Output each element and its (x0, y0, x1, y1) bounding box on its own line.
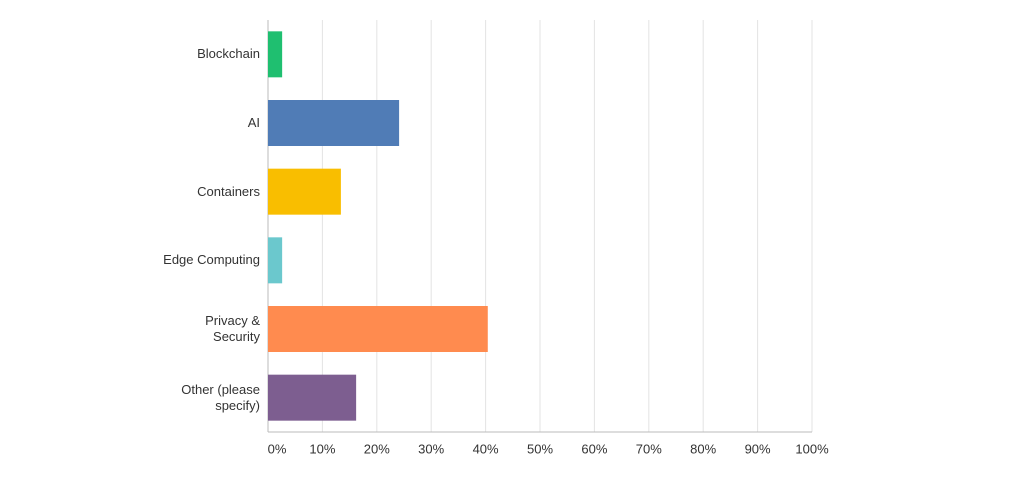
y-tick-label: Edge Computing (163, 252, 260, 268)
y-tick-label: AI (247, 115, 260, 130)
x-tick-label: 50% (527, 441, 553, 456)
bar (268, 168, 341, 215)
y-tick-label: Privacy & Security (205, 313, 260, 344)
y-tick-label: Other (please specify) (181, 381, 260, 413)
bar (268, 237, 283, 284)
x-tick-label: 20% (364, 441, 390, 456)
x-tick-label: 10% (309, 441, 335, 456)
bar (268, 31, 283, 78)
y-tick-label: Containers (197, 183, 260, 199)
x-tick-label: 30% (418, 441, 444, 456)
x-tick-label: 100% (795, 441, 829, 456)
bar (268, 374, 357, 421)
x-tick-label: 80% (690, 441, 716, 456)
x-tick-label: 40% (473, 441, 499, 456)
x-tick-label: 90% (745, 441, 771, 456)
x-tick-label: 70% (636, 441, 662, 456)
bar (268, 306, 488, 352)
bar (268, 100, 400, 146)
y-tick-label: Blockchain (197, 46, 260, 62)
x-tick-label: 0% (268, 441, 287, 456)
x-tick-label: 60% (581, 441, 607, 456)
